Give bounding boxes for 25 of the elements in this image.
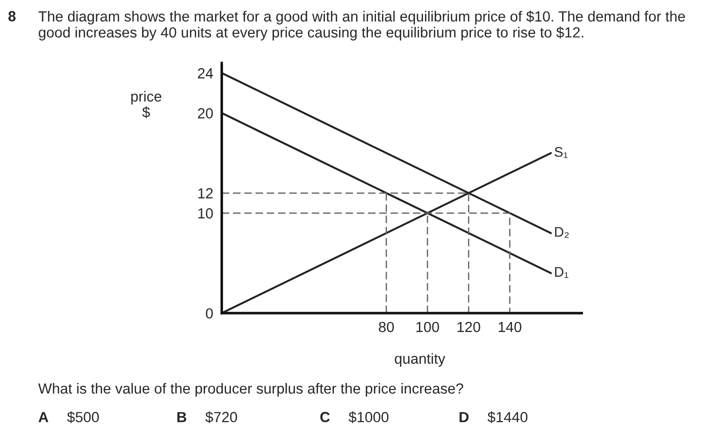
text: $1000 [348, 411, 388, 424]
x-tick-label: 100 [416, 322, 440, 332]
y-tick-label: 0 [206, 308, 213, 319]
y-axis-title: price $ [131, 90, 162, 118]
y-tick-label: 12 [198, 188, 213, 198]
text: D [460, 412, 469, 422]
chart-title: The diagram shows the market for a good with an initial equilibrium price of $10. The demand for the good increases by 40 units at every price causing the equilibrium price to rise to $12. [38, 10, 685, 40]
y-tick-label: 10 [198, 208, 213, 219]
text: C [320, 412, 330, 422]
x-tick-label: 120 [458, 322, 480, 332]
y-tick-label: 20 [198, 108, 213, 118]
text: $1440 [488, 411, 528, 424]
text: $500 [67, 411, 99, 424]
series-label: S₁ [554, 146, 568, 158]
text: B [177, 412, 186, 422]
text: $720 [205, 411, 238, 424]
x-axis-title: quantity [394, 353, 446, 367]
x-tick-label: 80 [378, 322, 394, 332]
x-tick-label: 140 [498, 322, 522, 332]
text: A [38, 412, 48, 422]
series-label: D₂ [555, 227, 569, 238]
series-label: D₁ [555, 267, 568, 278]
text: 8 [8, 11, 16, 22]
y-tick-label: 24 [198, 68, 213, 78]
text: What is the value of the producer surplus after the price increase? [38, 382, 464, 397]
